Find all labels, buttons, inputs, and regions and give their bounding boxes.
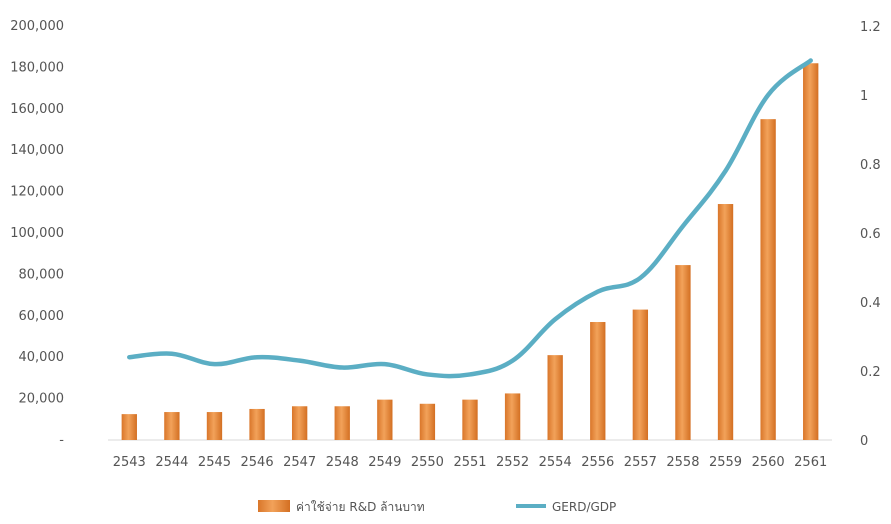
bar-2546 — [249, 408, 265, 440]
left-tick-label: - — [59, 433, 64, 448]
x-axis-ticks: 2543 2544 2545 2546 2547 2548 2549 2550 2551 2552… — [113, 455, 828, 470]
right-tick-label: 0 — [860, 434, 868, 449]
right-tick-label: 0.2 — [860, 365, 881, 380]
left-tick-label: 40,000 — [19, 350, 65, 365]
bar-2556 — [590, 322, 606, 440]
left-tick-label: 60,000 — [19, 309, 65, 324]
right-tick-label: 1.2 — [860, 20, 881, 35]
x-tick-label: 2552 — [496, 455, 529, 470]
right-tick-label: 0.6 — [860, 227, 881, 242]
bar-2550 — [419, 403, 436, 440]
x-tick-label: 2548 — [326, 455, 359, 470]
legend: ค่าใช้จ่าย R&D ล้านบาท GERD/GDP — [258, 500, 616, 514]
bar-2558 — [675, 265, 691, 440]
left-tick-label: 100,000 — [10, 226, 64, 241]
bar-2548 — [334, 406, 350, 440]
bar-2547 — [291, 406, 308, 440]
x-tick-label: 2544 — [155, 455, 188, 470]
x-tick-label: 2554 — [539, 455, 572, 470]
x-tick-label: 2545 — [198, 455, 231, 470]
right-tick-label: 1 — [860, 89, 868, 104]
x-tick-label: 2547 — [283, 455, 316, 470]
left-tick-label: 140,000 — [10, 143, 64, 158]
x-tick-label: 2551 — [453, 455, 486, 470]
left-tick-label: 180,000 — [10, 60, 64, 75]
legend-label-rd: ค่าใช้จ่าย R&D ล้านบาท — [296, 500, 425, 514]
right-tick-label: 0.4 — [860, 296, 881, 311]
left-tick-label: 200,000 — [10, 19, 64, 34]
bar-2557 — [632, 309, 649, 440]
bar-2545 — [206, 412, 223, 440]
bar-2549 — [377, 399, 393, 440]
x-tick-label: 2543 — [113, 455, 146, 470]
x-tick-label: 2550 — [411, 455, 444, 470]
x-tick-label: 2558 — [666, 455, 699, 470]
bar-2559 — [717, 204, 734, 440]
gerd-gdp-line — [127, 58, 813, 379]
x-tick-label: 2560 — [752, 455, 785, 470]
bar-2552 — [504, 393, 521, 440]
right-tick-label: 0.8 — [860, 158, 881, 173]
legend-label-gerd: GERD/GDP — [552, 500, 616, 514]
right-axis-ticks: 0 0.2 0.4 0.6 0.8 1 1.2 — [860, 20, 881, 449]
left-axis-ticks: - 20,000 40,000 60,000 80,000 100,000 120,000 1… — [10, 19, 64, 448]
x-tick-label: 2559 — [709, 455, 742, 470]
left-tick-label: 120,000 — [10, 185, 64, 200]
bar-2554 — [547, 355, 563, 440]
left-tick-label: 160,000 — [10, 102, 64, 117]
x-tick-label: 2546 — [241, 455, 274, 470]
bar-2561 — [803, 63, 819, 440]
bar-series — [121, 63, 819, 441]
line-series — [127, 58, 813, 379]
x-tick-label: 2557 — [624, 455, 657, 470]
x-tick-label: 2549 — [368, 455, 401, 470]
bar-2544 — [164, 412, 180, 440]
x-tick-label: 2561 — [794, 455, 827, 470]
left-tick-label: 80,000 — [19, 267, 65, 282]
left-tick-label: 20,000 — [19, 392, 65, 407]
bar-2543 — [121, 414, 137, 440]
bar-2560 — [760, 119, 776, 441]
legend-bar-swatch — [258, 500, 290, 512]
bar-2551 — [462, 399, 478, 440]
x-tick-label: 2556 — [581, 455, 614, 470]
